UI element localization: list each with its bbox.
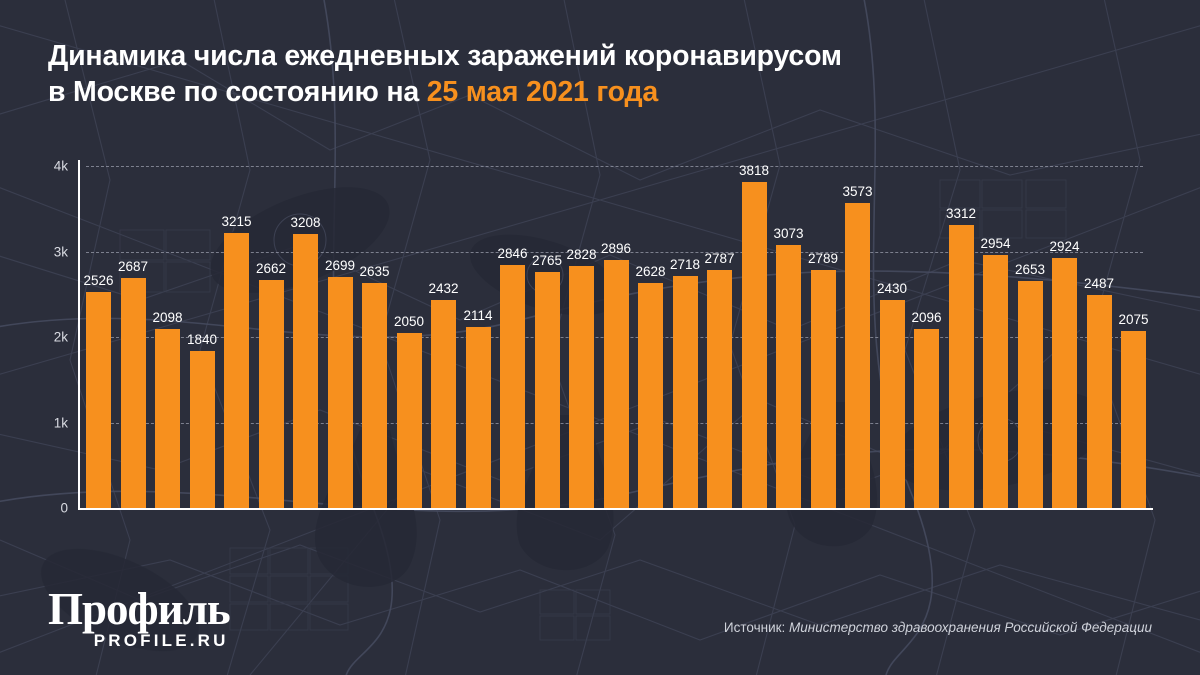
bar[interactable]: 2896 xyxy=(601,241,631,508)
y-tick-label: 4k xyxy=(53,158,68,174)
bar-value-label: 2075 xyxy=(1118,311,1149,327)
bar-value-label: 2765 xyxy=(531,252,563,268)
y-tick-label: 3k xyxy=(53,244,68,259)
bar-value-label: 2846 xyxy=(497,245,528,261)
bar-value-label: 3818 xyxy=(738,162,770,178)
bar[interactable]: 3312 xyxy=(946,206,976,508)
bar-value-label: 2924 xyxy=(1049,239,1080,254)
logo-domain: PROFILE.RU xyxy=(93,631,229,650)
bar[interactable]: 1840 xyxy=(187,332,217,508)
bar-value-label: 2432 xyxy=(428,281,459,297)
bar[interactable]: 2718 xyxy=(670,257,700,508)
bar-value-label: 2430 xyxy=(876,281,908,297)
bar-value-label: 2687 xyxy=(117,259,149,275)
page-title: Динамика числа ежедневных заражений коро… xyxy=(48,38,1158,110)
logo-wordmark: Профиль xyxy=(48,584,231,634)
bar-value-label: 2828 xyxy=(566,247,597,263)
source-name: Министерство здравоохранения Российской … xyxy=(789,620,1152,635)
title-line-2: в Москве по состоянию на 25 мая 2021 год… xyxy=(48,74,1158,110)
bar[interactable]: 2628 xyxy=(635,264,666,508)
y-tick-label: 2k xyxy=(53,329,68,345)
bar[interactable]: 2699 xyxy=(325,258,355,508)
bar[interactable]: 2075 xyxy=(1118,312,1149,508)
gridline xyxy=(86,251,1143,253)
bar[interactable]: 2846 xyxy=(497,246,528,508)
source-prefix: Источник: xyxy=(723,620,790,635)
bar[interactable]: 3818 xyxy=(739,163,769,508)
bar-value-label: 2526 xyxy=(83,273,114,289)
bar-value-label: 2487 xyxy=(1083,276,1115,292)
bar[interactable]: 3073 xyxy=(773,226,804,508)
bar-value-label: 3073 xyxy=(773,226,804,242)
title-line-2-prefix: в Москве по состоянию на xyxy=(48,76,427,108)
bar-value-label: 2096 xyxy=(911,309,942,325)
x-axis-line xyxy=(78,508,1153,510)
profile-logo[interactable]: Профиль PROFILE.RU xyxy=(48,584,231,651)
bar[interactable]: 2098 xyxy=(152,310,183,508)
y-axis-line xyxy=(78,160,80,510)
bar-value-label: 2789 xyxy=(807,250,839,266)
bar-value-label: 3573 xyxy=(842,183,873,199)
bar[interactable]: 2789 xyxy=(808,251,838,508)
bar-value-label: 2718 xyxy=(669,256,701,272)
title-date-accent: 25 мая 2021 года xyxy=(426,76,659,108)
gridline xyxy=(86,166,1143,167)
bar[interactable]: 2430 xyxy=(877,281,907,508)
bar-value-label: 2098 xyxy=(152,309,183,325)
bar-value-label: 2787 xyxy=(704,250,735,266)
plot-area: 0 1k 2k 3k 4k 2526 2687 2098 1840 3215 2662 3208 26… xyxy=(54,159,1149,516)
bar[interactable]: 2114 xyxy=(463,308,493,508)
bar[interactable]: 2432 xyxy=(428,281,459,508)
bar[interactable]: 2635 xyxy=(359,264,390,508)
bar-value-label: 2954 xyxy=(980,236,1011,252)
bar[interactable]: 2653 xyxy=(1015,262,1045,508)
bar[interactable]: 2050 xyxy=(394,314,424,508)
bar[interactable]: 2787 xyxy=(704,251,735,508)
bar[interactable]: 2954 xyxy=(980,236,1011,508)
bar[interactable]: 3573 xyxy=(842,184,873,508)
bar-value-label: 3215 xyxy=(221,214,252,230)
bar[interactable]: 2487 xyxy=(1084,276,1114,508)
bar-value-label: 3208 xyxy=(290,214,321,230)
bar[interactable]: 2765 xyxy=(532,253,562,508)
bar-value-label: 2628 xyxy=(635,264,666,280)
bar-value-label: 2635 xyxy=(359,263,390,279)
bar[interactable]: 2096 xyxy=(911,310,942,508)
bar-value-label: 2699 xyxy=(324,258,356,274)
bar-value-label: 2653 xyxy=(1014,262,1046,278)
bar[interactable]: 2924 xyxy=(1049,239,1080,508)
bar[interactable]: 3208 xyxy=(290,215,321,508)
title-line-1: Динамика числа ежедневных заражений коро… xyxy=(48,40,842,72)
bar-value-label: 3312 xyxy=(945,205,977,221)
bar[interactable]: 2828 xyxy=(566,247,597,508)
y-tick-label: 0 xyxy=(60,500,68,516)
bar[interactable]: 2662 xyxy=(256,261,286,508)
bar-value-label: 1840 xyxy=(186,331,218,347)
bar[interactable]: 2687 xyxy=(118,259,148,508)
source-note: Источник: Министерство здравоохранения Р… xyxy=(724,620,1152,635)
bar[interactable]: 2526 xyxy=(83,273,114,508)
bar-value-label: 2114 xyxy=(463,308,493,324)
bar-value-label: 2662 xyxy=(255,261,287,277)
bar[interactable]: 3215 xyxy=(221,214,252,508)
bar-value-label: 2050 xyxy=(393,313,425,329)
bar-value-label: 2896 xyxy=(600,241,632,257)
y-tick-label: 1k xyxy=(53,415,68,430)
